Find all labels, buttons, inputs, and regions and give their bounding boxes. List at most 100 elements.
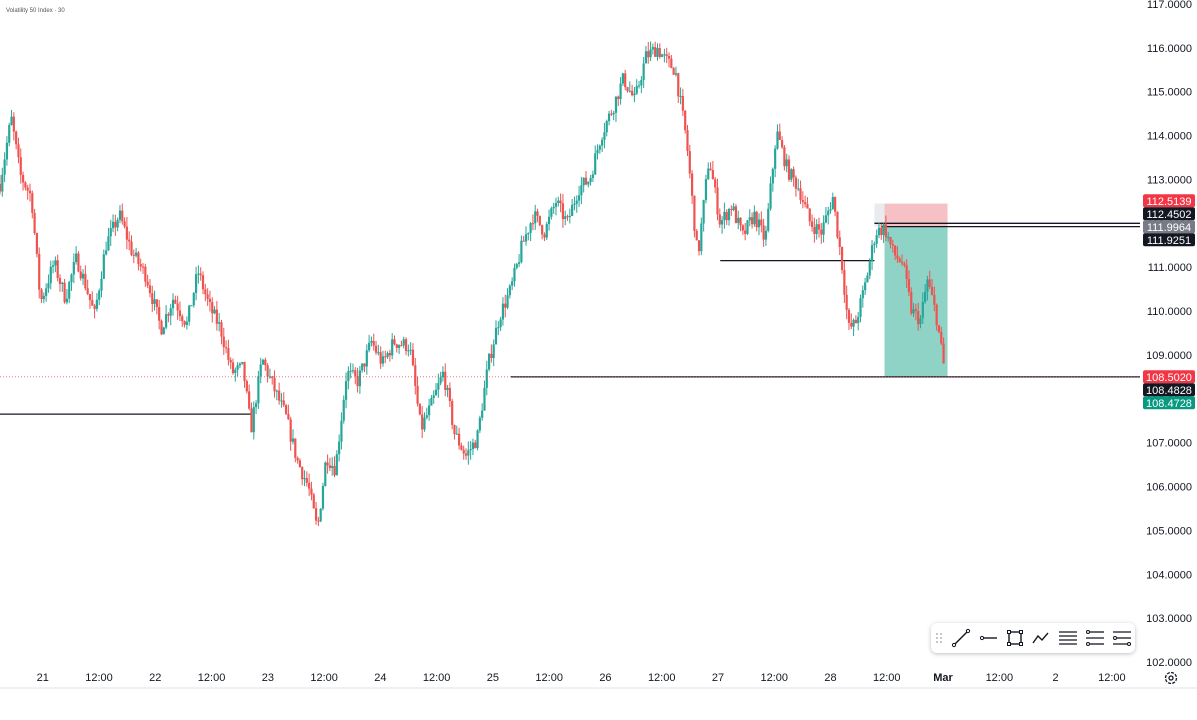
symbol-header[interactable]: Volatility 50 Index · 30 bbox=[6, 8, 65, 14]
candle-body bbox=[670, 58, 673, 68]
candle-body bbox=[511, 281, 514, 286]
candle-body bbox=[633, 93, 636, 96]
candle-body bbox=[220, 322, 223, 337]
candle-body bbox=[121, 210, 124, 222]
candle-body bbox=[211, 301, 214, 314]
candle-body bbox=[561, 203, 565, 220]
candle-body bbox=[128, 239, 131, 242]
candle-body bbox=[102, 254, 105, 279]
y-tick-label: 106.0000 bbox=[1146, 482, 1192, 494]
candle-body bbox=[81, 273, 85, 279]
horizontal-lines-icon[interactable] bbox=[1055, 623, 1082, 653]
candle-body bbox=[684, 110, 687, 131]
x-tick-label: 12:00 bbox=[85, 672, 113, 684]
candle-body bbox=[47, 283, 50, 289]
candle-body bbox=[51, 265, 55, 267]
candle-body bbox=[95, 299, 98, 309]
candle-body bbox=[411, 349, 415, 366]
candle-body bbox=[933, 294, 936, 305]
candle-body bbox=[614, 96, 618, 113]
candle-body bbox=[930, 286, 934, 295]
parallel-channel-icon[interactable] bbox=[1081, 623, 1108, 653]
candle-body bbox=[727, 209, 731, 221]
candle-body bbox=[499, 319, 502, 328]
candle-body bbox=[654, 47, 657, 57]
price-axis[interactable]: 102.0000 103.0000 104.0000 105.0000 106.0000… bbox=[1146, 0, 1192, 669]
candle-body bbox=[185, 321, 188, 325]
candle-body bbox=[144, 266, 147, 282]
candle-body bbox=[321, 486, 325, 509]
candle-body bbox=[739, 217, 742, 226]
candle-body bbox=[467, 450, 470, 456]
candle-body bbox=[894, 245, 897, 256]
candle-body bbox=[695, 230, 698, 241]
trend-line-icon[interactable] bbox=[948, 623, 975, 653]
candle-body bbox=[218, 322, 221, 324]
price-tag: 111.9964 bbox=[1143, 220, 1195, 234]
candle-body bbox=[298, 460, 302, 468]
candle-body bbox=[545, 224, 548, 238]
candle-body bbox=[8, 125, 11, 143]
candle-body bbox=[914, 309, 917, 311]
candle-body bbox=[621, 73, 624, 84]
candle-body bbox=[755, 211, 758, 228]
candle-body bbox=[693, 195, 696, 231]
candle-body bbox=[282, 400, 285, 406]
candle-body bbox=[926, 279, 929, 292]
settings-gear-icon[interactable] bbox=[1162, 669, 1180, 687]
candle-body bbox=[188, 305, 191, 322]
take-profit-zone bbox=[884, 226, 948, 377]
candle-body bbox=[333, 465, 336, 476]
x-tick-label: Mar bbox=[933, 672, 953, 684]
candle-body bbox=[460, 445, 463, 450]
candle-body bbox=[86, 288, 89, 294]
candle-body bbox=[130, 241, 133, 255]
candle-body bbox=[575, 200, 578, 204]
candle-body bbox=[234, 369, 237, 374]
horizontal-ray-icon[interactable] bbox=[974, 623, 1001, 653]
candle-body bbox=[162, 327, 165, 335]
candle-body bbox=[598, 145, 601, 150]
candle-body bbox=[141, 266, 145, 268]
candle-body bbox=[384, 356, 387, 358]
price-tag-text: 108.4728 bbox=[1146, 398, 1192, 410]
candle-body bbox=[1, 174, 4, 192]
candle-body bbox=[822, 222, 825, 235]
candle-body bbox=[900, 261, 904, 264]
candle-body bbox=[497, 327, 500, 329]
candle-body bbox=[305, 478, 308, 483]
fib-retracement-icon[interactable] bbox=[1108, 623, 1135, 653]
candle-body bbox=[301, 467, 304, 480]
candle-body bbox=[547, 216, 551, 225]
candle-body bbox=[624, 73, 627, 88]
candle-body bbox=[852, 319, 855, 327]
candle-body bbox=[536, 211, 539, 216]
candle-body bbox=[215, 309, 218, 324]
candle-body bbox=[388, 352, 391, 356]
candle-body bbox=[554, 202, 558, 207]
candle-body bbox=[61, 282, 64, 285]
candle-body bbox=[924, 291, 927, 302]
candle-body bbox=[836, 211, 839, 238]
candle-body bbox=[534, 211, 537, 224]
candle-body bbox=[65, 298, 69, 303]
candle-body bbox=[151, 293, 154, 304]
drag-handle-icon[interactable] bbox=[931, 623, 948, 653]
candle-body bbox=[928, 279, 931, 287]
y-tick-label: 113.0000 bbox=[1147, 174, 1192, 186]
rectangle-icon[interactable] bbox=[1001, 623, 1028, 653]
candle-body bbox=[10, 116, 13, 126]
candle-body bbox=[377, 352, 380, 354]
candle-body bbox=[245, 381, 248, 392]
candle-body bbox=[485, 369, 488, 388]
path-icon[interactable] bbox=[1028, 623, 1055, 653]
time-axis[interactable]: 21 12:00 22 12:00 23 12:00 24 12:00 25 12:00 26 12:… bbox=[0, 672, 1197, 689]
candle-body bbox=[718, 214, 721, 225]
candle-body bbox=[248, 391, 251, 409]
candle-body bbox=[146, 281, 149, 286]
candle-body bbox=[884, 224, 887, 238]
candle-body bbox=[19, 157, 22, 175]
candle-body bbox=[866, 275, 869, 283]
candle-body bbox=[476, 430, 479, 449]
